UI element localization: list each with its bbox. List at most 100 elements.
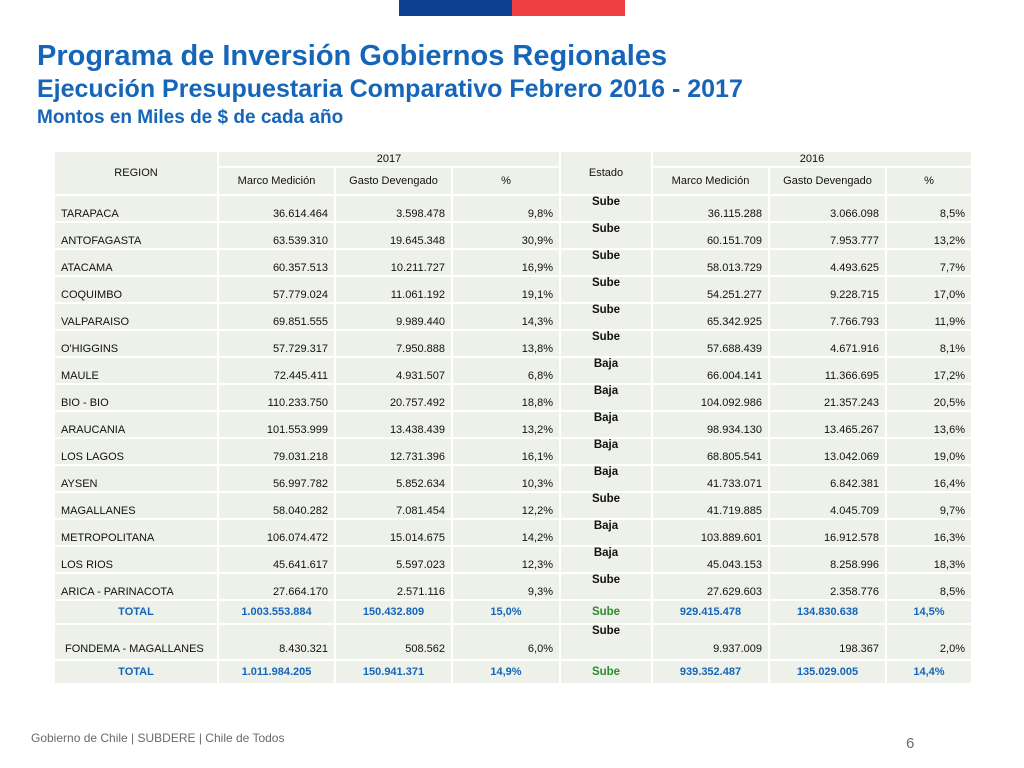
gasto-2016-cell: 6.842.381 [768,464,887,493]
pct-2017-cell: 10,3% [451,464,561,493]
estado-cell: Baja [559,518,653,547]
gasto-2016-cell: 21.357.243 [768,383,887,412]
pct-2017-cell: 14,3% [451,302,561,331]
marco-2016-cell: 27.629.603 [651,572,770,601]
region-cell: ARICA - PARINACOTA [53,572,219,601]
marco-2017-cell: 57.779.024 [217,275,336,304]
region-cell: METROPOLITANA [53,518,219,547]
gasto-2016-cell: 135.029.005 [768,659,887,685]
marco-2016-cell: 103.889.601 [651,518,770,547]
flag-blue-stripe [399,0,512,16]
pct-2017-cell: 9,8% [451,194,561,223]
header-marco-2016: Marco Medición [651,166,770,196]
estado-cell: Sube [559,599,653,625]
gasto-2016-cell: 134.830.638 [768,599,887,625]
marco-2016-cell: 58.013.729 [651,248,770,277]
estado-cell: Baja [559,383,653,412]
header-gasto-2016: Gasto Devengado [768,166,887,196]
pct-2016-cell: 16,4% [885,464,973,493]
gasto-2017-cell: 19.645.348 [334,221,453,250]
marco-2017-cell: 36.614.464 [217,194,336,223]
estado-cell: Sube [559,329,653,358]
region-cell: ATACAMA [53,248,219,277]
estado-cell: Sube [559,302,653,331]
grand-total-row: TOTAL 1.011.984.205 150.941.371 14,9% Sube 93… [53,659,973,685]
pct-2017-cell: 30,9% [451,221,561,250]
pct-2017-cell: 13,2% [451,410,561,439]
gasto-2017-cell: 150.432.809 [334,599,453,625]
marco-2016-cell: 57.688.439 [651,329,770,358]
pct-2017-cell: 6,8% [451,356,561,385]
marco-2016-cell: 60.151.709 [651,221,770,250]
region-cell: TARAPACA [53,194,219,223]
gasto-2017-cell: 2.571.116 [334,572,453,601]
pct-2016-cell: 8,5% [885,572,973,601]
pct-2016-cell: 17,0% [885,275,973,304]
gasto-2016-cell: 8.258.996 [768,545,887,574]
fondema-row: FONDEMA - MAGALLANES 8.430.321 508.562 6,0%… [53,623,973,661]
gasto-2016-cell: 198.367 [768,623,887,661]
marco-2017-cell: 57.729.317 [217,329,336,358]
gasto-2017-cell: 5.852.634 [334,464,453,493]
region-cell: LOS LAGOS [53,437,219,466]
gasto-2017-cell: 5.597.023 [334,545,453,574]
header-pct-2016: % [885,166,973,196]
region-cell: MAULE [53,356,219,385]
table-row: ARAUCANIA 101.553.999 13.438.439 13,2% Baja 9… [53,410,973,439]
marco-2017-cell: 1.003.553.884 [217,599,336,625]
marco-2016-cell: 104.092.986 [651,383,770,412]
estado-cell: Sube [559,659,653,685]
gasto-2017-cell: 15.014.675 [334,518,453,547]
estado-cell: Baja [559,410,653,439]
region-cell: VALPARAISO [53,302,219,331]
table-row: MAULE 72.445.411 4.931.507 6,8% Baja 66.004.1… [53,356,973,385]
footer-text: Gobierno de Chile | SUBDERE | Chile de T… [31,731,285,745]
gasto-2016-cell: 4.493.625 [768,248,887,277]
table-row: ANTOFAGASTA 63.539.310 19.645.348 30,9% Sube… [53,221,973,250]
marco-2016-cell: 68.805.541 [651,437,770,466]
gasto-2017-cell: 508.562 [334,623,453,661]
marco-2017-cell: 27.664.170 [217,572,336,601]
table-row: ATACAMA 60.357.513 10.211.727 16,9% Sube 58.0… [53,248,973,277]
header-estado: Estado [559,150,653,196]
estado-cell: Sube [559,491,653,520]
page-subtitle: Ejecución Presupuestaria Comparativo Feb… [37,75,743,103]
marco-2016-cell: 9.937.009 [651,623,770,661]
page-subtitle-units: Montos en Miles de $ de cada año [37,107,344,128]
pct-2016-cell: 11,9% [885,302,973,331]
estado-cell: Baja [559,464,653,493]
marco-2016-cell: 98.934.130 [651,410,770,439]
estado-cell: Sube [559,275,653,304]
marco-2016-cell: 939.352.487 [651,659,770,685]
table-row: BIO - BIO 110.233.750 20.757.492 18,8% Baja 1… [53,383,973,412]
marco-2016-cell: 66.004.141 [651,356,770,385]
region-cell: COQUIMBO [53,275,219,304]
region-cell: TOTAL [53,599,219,625]
marco-2017-cell: 101.553.999 [217,410,336,439]
estado-cell: Baja [559,356,653,385]
table-row: VALPARAISO 69.851.555 9.989.440 14,3% Sube 65… [53,302,973,331]
gasto-2016-cell: 9.228.715 [768,275,887,304]
gasto-2017-cell: 4.931.507 [334,356,453,385]
region-cell: ANTOFAGASTA [53,221,219,250]
gasto-2017-cell: 150.941.371 [334,659,453,685]
header-region: REGION [53,150,219,196]
marco-2017-cell: 58.040.282 [217,491,336,520]
pct-2016-cell: 18,3% [885,545,973,574]
marco-2017-cell: 8.430.321 [217,623,336,661]
table-row: ARICA - PARINACOTA 27.664.170 2.571.116 9,3… [53,572,973,601]
gasto-2017-cell: 11.061.192 [334,275,453,304]
page-title: Programa de Inversión Gobiernos Regional… [37,40,668,72]
budget-table: REGION 2017 Estado 2016 Marco Medición G… [53,150,973,685]
flag-red-stripe [512,0,625,16]
total-row: TOTAL 1.003.553.884 150.432.809 15,0% Sube 92… [53,599,973,625]
region-cell: TOTAL [53,659,219,685]
pct-2016-cell: 8,1% [885,329,973,358]
marco-2017-cell: 1.011.984.205 [217,659,336,685]
region-cell: MAGALLANES [53,491,219,520]
header-year-2017: 2017 [217,150,561,168]
pct-2016-cell: 19,0% [885,437,973,466]
pct-2016-cell: 2,0% [885,623,973,661]
marco-2016-cell: 41.719.885 [651,491,770,520]
pct-2016-cell: 13,6% [885,410,973,439]
